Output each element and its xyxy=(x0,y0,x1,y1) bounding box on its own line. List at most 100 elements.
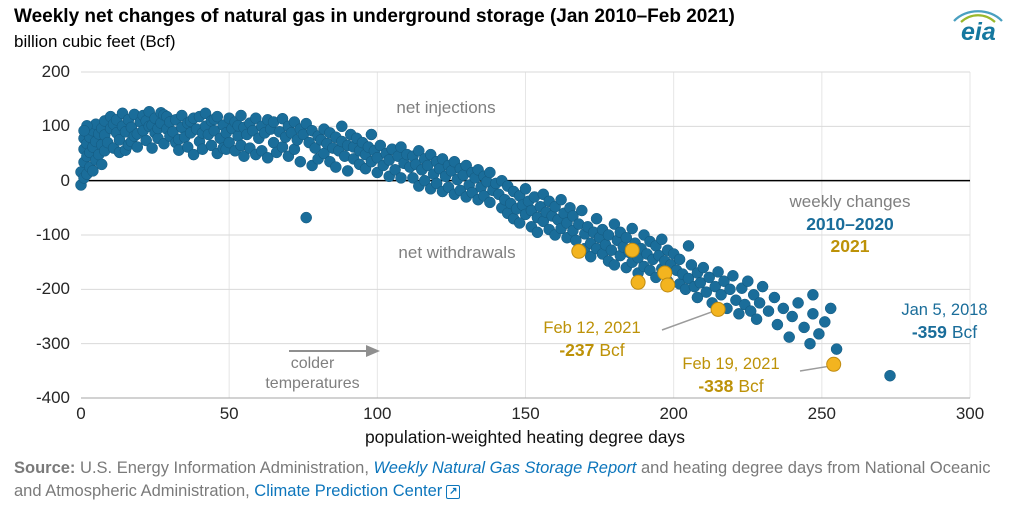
callout-jan-5-2018: Jan 5, 2018 -359 Bcf xyxy=(872,299,1017,343)
data-point xyxy=(223,136,235,149)
annotation-net-withdrawals: net withdrawals xyxy=(398,243,516,262)
data-point xyxy=(830,343,843,355)
callout-value: -338 Bcf xyxy=(698,376,764,396)
data-point xyxy=(430,177,443,190)
data-point xyxy=(584,250,597,263)
data-point xyxy=(413,145,425,157)
data-point xyxy=(531,226,544,239)
data-point xyxy=(819,316,831,328)
data-point xyxy=(181,141,194,153)
callout-feb-19-2021: Feb 19, 2021 -338 Bcf xyxy=(660,353,802,397)
data-point xyxy=(691,291,704,304)
eia-logo-icon: eia xyxy=(953,10,1003,46)
data-point xyxy=(146,142,158,154)
data-point xyxy=(682,240,695,252)
data-point xyxy=(605,244,618,256)
data-point xyxy=(697,261,710,274)
data-point xyxy=(250,112,262,124)
callout-value: -359 Bcf xyxy=(911,322,978,342)
data-point xyxy=(519,183,532,195)
data-point xyxy=(330,161,342,173)
x-tick-label: 300 xyxy=(955,404,985,423)
data-point xyxy=(407,172,419,184)
data-point xyxy=(673,253,686,266)
x-tick-label: 250 xyxy=(807,404,837,423)
data-point xyxy=(513,217,526,229)
data-point xyxy=(484,196,496,209)
data-point xyxy=(395,172,407,184)
callout-leader-lines xyxy=(661,310,829,372)
legend-series-2010-2020: 2010–2020 xyxy=(806,214,894,234)
data-point xyxy=(199,107,212,120)
data-point xyxy=(804,337,816,350)
colder-arrow-icon xyxy=(289,345,380,357)
chart-title: Weekly net changes of natural gas in und… xyxy=(14,6,735,27)
data-point xyxy=(771,318,784,331)
data-point xyxy=(140,134,152,147)
data-point xyxy=(158,137,170,150)
data-point xyxy=(813,328,825,340)
data-point xyxy=(374,139,387,152)
data-point xyxy=(602,229,615,241)
data-point xyxy=(753,297,766,309)
data-point xyxy=(395,141,407,153)
climate-prediction-center-link[interactable]: Climate Prediction Center xyxy=(254,482,443,500)
data-point xyxy=(131,141,144,153)
source-text: U.S. Energy Information Administration, xyxy=(75,459,374,477)
data-point xyxy=(608,218,621,230)
eia-logo-text: eia xyxy=(961,18,996,46)
data-point xyxy=(418,174,431,187)
data-point xyxy=(762,305,775,317)
annotation-colder-temperatures: colder temperatures xyxy=(265,355,360,392)
data-point xyxy=(300,211,312,224)
data-point xyxy=(792,297,804,309)
legend-title: weekly changes xyxy=(789,192,911,211)
x-tick-label: 50 xyxy=(219,404,239,423)
data-point xyxy=(694,277,707,289)
data-point xyxy=(576,204,588,217)
source-text: and heating degree days from National Oc… xyxy=(14,459,991,500)
x-tick-label: 200 xyxy=(659,404,688,423)
data-point xyxy=(712,266,724,278)
callout-date: Jan 5, 2018 xyxy=(901,301,988,319)
source-label: Source: xyxy=(14,459,76,477)
data-point xyxy=(87,165,99,177)
data-point xyxy=(710,301,726,317)
source-note: Source: U.S. Energy Information Administ… xyxy=(14,457,1008,503)
y-tick-label: 100 xyxy=(41,116,70,136)
data-point xyxy=(682,272,695,285)
data-point xyxy=(235,109,247,122)
callout-feb-12-2021: Feb 12, 2021 -237 Bcf xyxy=(522,317,662,361)
y-tick-label: -300 xyxy=(35,333,70,353)
data-point xyxy=(187,148,200,161)
data-point xyxy=(208,124,221,137)
data-point xyxy=(786,310,798,323)
data-point xyxy=(176,109,188,122)
callout-date: Feb 19, 2021 xyxy=(682,355,780,373)
data-point xyxy=(783,331,795,343)
y-tick-label: -200 xyxy=(35,279,70,299)
x-tick-label: 0 xyxy=(76,404,86,423)
data-point xyxy=(715,289,727,301)
data-point xyxy=(624,242,640,258)
y-tick-label: -400 xyxy=(35,388,70,407)
data-point xyxy=(238,150,250,162)
data-point xyxy=(733,308,745,320)
data-point xyxy=(626,222,638,235)
y-tick-label: 0 xyxy=(60,170,70,190)
data-point xyxy=(620,231,633,244)
data-point xyxy=(744,305,757,317)
data-point xyxy=(294,155,307,168)
weekly-storage-report-link[interactable]: Weekly Natural Gas Storage Report xyxy=(373,459,637,477)
callout-date: Feb 12, 2021 xyxy=(543,319,641,337)
data-point xyxy=(718,275,730,287)
data-point xyxy=(709,280,721,293)
data-point xyxy=(484,166,496,179)
external-link-icon: ↗ xyxy=(446,485,461,499)
data-point xyxy=(742,275,754,287)
data-point xyxy=(656,233,668,246)
data-point xyxy=(727,270,739,282)
data-point xyxy=(555,193,567,206)
